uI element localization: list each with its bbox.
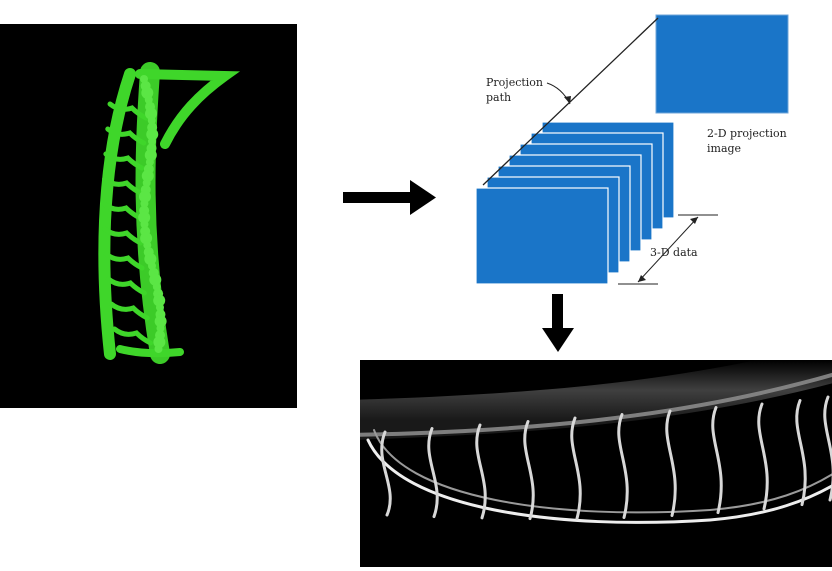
gray-dorsal-band [330,341,832,440]
green-segmental-vessel [108,301,150,321]
grayscale-vessel-illustration [330,341,832,524]
gray-segmental-vessel [427,427,439,519]
green-texture-blob [154,345,163,353]
green-segmental-vessel [105,276,147,296]
green-texture-blob [144,149,157,162]
green-texture-blob [141,86,154,99]
green-texture-blob [138,211,151,224]
2d-projection-image [655,14,789,114]
projection-path-pointer [546,82,571,105]
green-texture-blob [146,128,159,141]
green-texture-blob [140,199,149,208]
green-texture-blob [148,137,157,146]
green-texture-blob [147,116,156,125]
3d-data-slabs [475,121,675,285]
gray-segmental-vessel [711,406,723,515]
projection-path-line [482,17,659,186]
green-texture-blob [153,294,166,307]
green-3d-vessel-render [0,24,297,408]
projection-image-label-2: image [707,142,741,155]
dim-arrow-bottom [638,275,646,282]
gray-segmental-vessel [665,409,677,518]
green-vessel-illustration [98,62,241,364]
green-segmental-vessel [107,101,149,121]
green-tail-vessel [116,345,184,358]
gray-segmental-vessel [823,395,832,502]
green-texture-blob [139,190,152,203]
projection-diagram-svg: Projection path 2-D projection image 3-D… [475,14,789,285]
dim-line [637,216,699,283]
green-texture-blob [142,178,151,187]
green-texture-blob [153,336,166,349]
green-texture-blob [140,220,149,229]
gray-dorsal-vessel [348,372,832,437]
green-segmental-vessel [112,326,153,346]
green-segmental-vessel [102,176,144,196]
gray-segmental-vessel [523,420,535,521]
gray-segmental-vessel [757,402,769,511]
green-texture-blob [144,253,157,265]
green-texture-blob [145,107,158,120]
data-slab [475,187,609,285]
green-texture-blob [140,232,153,245]
projection-path-label-2: path [486,91,511,104]
projection-path-pointer-head [564,96,571,104]
gray-segmental-vessel [617,413,629,519]
down-arrow-icon [542,294,574,352]
gray-ventral-vessel [366,438,832,524]
green-texture-blob [141,169,154,182]
gray-segmental-vessel [795,399,807,507]
green-head-vessel [135,69,241,149]
projection-image-label-1: 2-D projection [707,127,787,140]
gray-segmental-vessel [475,423,487,520]
green-texture-blob [145,158,154,167]
grayscale-projection-photo [330,341,832,567]
green-segmental-vessel [101,201,143,221]
3d-data-label: 3-D data [650,246,698,259]
right-arrow-icon [343,180,436,215]
gray-ventral-outline [373,429,832,514]
green-dorsal-vessel [98,68,136,360]
green-segmental-vessel [102,226,144,246]
green-texture-blob [149,273,162,286]
green-texture-blob [154,315,167,328]
dim-arrow-top [690,217,698,224]
green-texture-blob [156,324,165,333]
gray-segmental-vessel [380,430,392,517]
projection-path-label-1: Projection [486,76,543,89]
green-segmental-vessel [105,126,147,146]
green-segmental-vessel [103,251,145,271]
green-texture-blob [155,303,164,312]
projection-diagram: Projection path 2-D projection image 3-D… [340,0,832,360]
green-segmental-vessel [103,151,145,171]
gray-segmental-vessel [570,416,582,521]
